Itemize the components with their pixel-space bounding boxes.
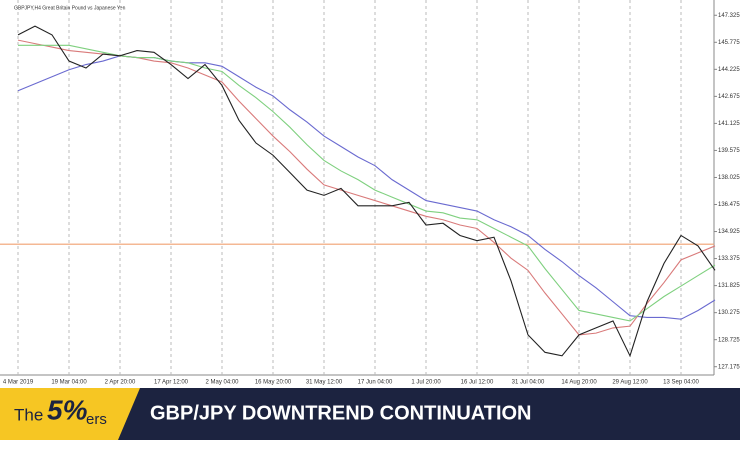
y-tick-label: 130.275 bbox=[718, 310, 740, 316]
y-tick-label: 144.225 bbox=[718, 67, 740, 73]
x-tick-label: 16 May 20:00 bbox=[255, 380, 292, 386]
x-tick-label: 29 Aug 12:00 bbox=[612, 380, 648, 386]
y-tick-label: 133.375 bbox=[718, 256, 740, 262]
x-tick-label: 4 Mar 2019 bbox=[3, 380, 34, 386]
y-tick-label: 138.025 bbox=[718, 175, 740, 181]
y-tick-label: 142.675 bbox=[718, 94, 740, 100]
chart-header: GBPJPY,H4 Great Britain Pound vs Japanes… bbox=[14, 5, 126, 11]
x-tick-label: 17 Jun 04:00 bbox=[358, 380, 393, 386]
logo-mark: 5% bbox=[47, 394, 88, 425]
series-line bbox=[17, 25, 716, 358]
y-tick-label: 139.575 bbox=[718, 148, 740, 154]
x-tick-label: 16 Jul 12:00 bbox=[461, 380, 494, 386]
x-tick-label: 31 Jul 04:00 bbox=[512, 380, 545, 386]
y-tick-label: 127.175 bbox=[718, 364, 740, 370]
x-tick-label: 31 May 12:00 bbox=[306, 380, 343, 386]
y-tick-label: 145.775 bbox=[718, 40, 740, 46]
y-tick-label: 128.725 bbox=[718, 337, 740, 343]
series-line bbox=[18, 44, 716, 322]
logo-text: The bbox=[14, 405, 43, 424]
banner-title: GBP/JPY DOWNTREND CONTINUATION bbox=[150, 402, 532, 424]
x-tick-label: 17 Apr 12:00 bbox=[154, 380, 189, 386]
x-tick-label: 13 Sep 04:00 bbox=[663, 380, 699, 386]
logo-text: ers bbox=[86, 411, 107, 428]
x-tick-label: 1 Jul 20:00 bbox=[411, 380, 441, 386]
x-tick-label: 2 May 04:00 bbox=[205, 380, 239, 386]
x-tick-label: 19 Mar 04:00 bbox=[51, 380, 87, 386]
logo-bg bbox=[0, 388, 140, 440]
y-tick-label: 147.325 bbox=[718, 13, 740, 19]
banner: The 5% ers GBP/JPY DOWNTREND CONTINUATIO… bbox=[0, 388, 740, 440]
y-tick-label: 134.925 bbox=[718, 229, 740, 235]
x-tick-label: 2 Apr 20:00 bbox=[105, 380, 136, 386]
y-tick-label: 136.475 bbox=[718, 202, 740, 208]
y-tick-label: 141.125 bbox=[718, 121, 740, 127]
x-tick-label: 14 Aug 20:00 bbox=[561, 380, 597, 386]
y-tick-label: 131.825 bbox=[718, 283, 740, 289]
